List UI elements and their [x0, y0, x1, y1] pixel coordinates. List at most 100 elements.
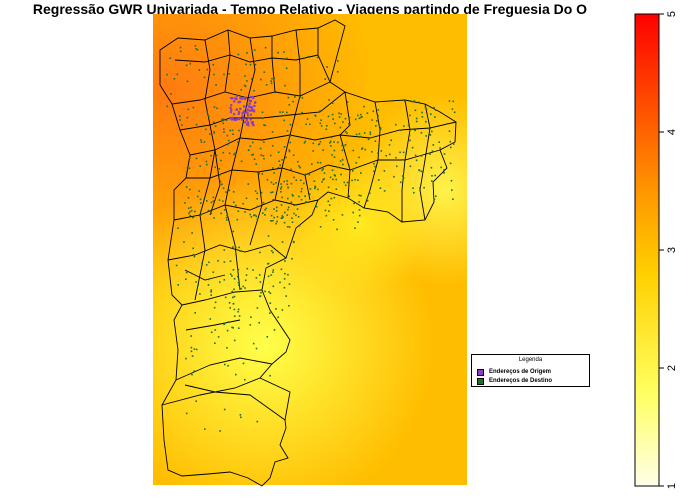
origin-point	[251, 95, 254, 99]
destination-point	[341, 149, 344, 152]
destination-point	[309, 188, 312, 190]
destination-point	[298, 224, 301, 227]
destination-point	[272, 285, 275, 288]
destination-point	[237, 308, 240, 311]
destination-point	[210, 212, 213, 215]
destination-point	[188, 212, 190, 215]
destination-point	[232, 246, 234, 248]
destination-point	[348, 195, 351, 198]
destination-point	[319, 110, 321, 112]
destination-point	[329, 176, 332, 179]
destination-point	[279, 281, 281, 284]
district-line	[179, 91, 346, 131]
legend-item-origin: Endereços de Origem	[477, 368, 551, 376]
destination-point	[293, 176, 295, 179]
destination-point	[314, 187, 316, 190]
destination-point	[360, 194, 362, 197]
destination-point	[324, 209, 327, 212]
destination-point	[346, 132, 348, 135]
destination-point	[335, 188, 338, 190]
destination-point	[189, 210, 191, 213]
destination-point	[373, 170, 375, 172]
destination-point	[275, 222, 277, 225]
destination-point	[206, 68, 209, 71]
destination-point	[308, 173, 311, 176]
destination-point	[176, 73, 179, 76]
destination-point	[343, 181, 346, 184]
destination-point	[189, 214, 192, 217]
destination-point	[374, 165, 376, 168]
destination-point	[369, 133, 372, 136]
destination-point	[325, 128, 328, 131]
destination-point	[446, 122, 448, 125]
destination-point	[185, 64, 188, 67]
origin-point	[232, 118, 235, 121]
destination-point	[203, 76, 206, 79]
destination-point	[287, 197, 289, 200]
destination-point	[194, 312, 196, 314]
origin-swatch	[477, 368, 484, 376]
destination-point	[189, 157, 191, 159]
destination-point	[256, 205, 259, 208]
scale-tick-label: 1	[666, 483, 678, 489]
origin-point	[231, 97, 234, 100]
destination-point	[301, 188, 303, 190]
destination-point	[329, 140, 332, 143]
destination-point	[199, 293, 201, 295]
destination-point	[195, 400, 197, 402]
destination-point	[210, 289, 213, 291]
destination-point	[190, 346, 193, 349]
destination-point	[249, 324, 252, 326]
destination-point	[326, 125, 328, 127]
destination-point	[210, 331, 213, 334]
destination-point	[213, 73, 215, 76]
destination-point	[196, 195, 199, 198]
destination-point	[220, 212, 222, 215]
destination-point	[409, 114, 411, 117]
destination-point	[185, 357, 187, 360]
destination-point	[293, 204, 295, 207]
destination-point	[339, 160, 342, 162]
destination-point	[377, 179, 380, 181]
destination-point	[270, 191, 272, 194]
destination-point	[402, 151, 405, 154]
destination-point	[300, 179, 302, 181]
destination-point	[434, 174, 436, 177]
destination-point	[357, 114, 359, 117]
destination-point	[179, 50, 182, 53]
destination-point	[334, 175, 336, 177]
origin-point	[246, 108, 250, 111]
destination-point	[186, 116, 189, 119]
destination-point	[233, 288, 235, 291]
district-line	[167, 244, 287, 261]
destination-point	[451, 108, 454, 110]
destination-point	[244, 85, 247, 88]
destination-point	[221, 183, 223, 186]
destination-point	[414, 154, 417, 157]
destination-point	[300, 190, 303, 193]
legend-title: Legenda	[518, 357, 543, 363]
origin-point	[238, 100, 242, 103]
destination-point	[377, 114, 379, 117]
destination-point	[200, 141, 203, 143]
destination-point	[222, 187, 225, 189]
destination-point	[229, 129, 231, 132]
destination-point	[207, 284, 210, 286]
destination-point	[213, 132, 216, 134]
destination-point	[289, 141, 292, 144]
destination-points	[166, 45, 456, 432]
origin-point	[235, 98, 238, 101]
destination-point	[282, 216, 284, 218]
district-line	[363, 101, 381, 209]
destination-point	[403, 125, 405, 127]
destination-point	[323, 172, 326, 174]
destination-point	[191, 373, 193, 376]
destination-point	[232, 191, 235, 193]
destination-point	[336, 71, 339, 73]
destination-point	[252, 269, 254, 271]
destination-point	[223, 323, 225, 326]
destination-point	[379, 187, 382, 189]
destination-point	[231, 326, 233, 329]
destination-point	[270, 80, 272, 82]
destination-point	[263, 141, 265, 143]
